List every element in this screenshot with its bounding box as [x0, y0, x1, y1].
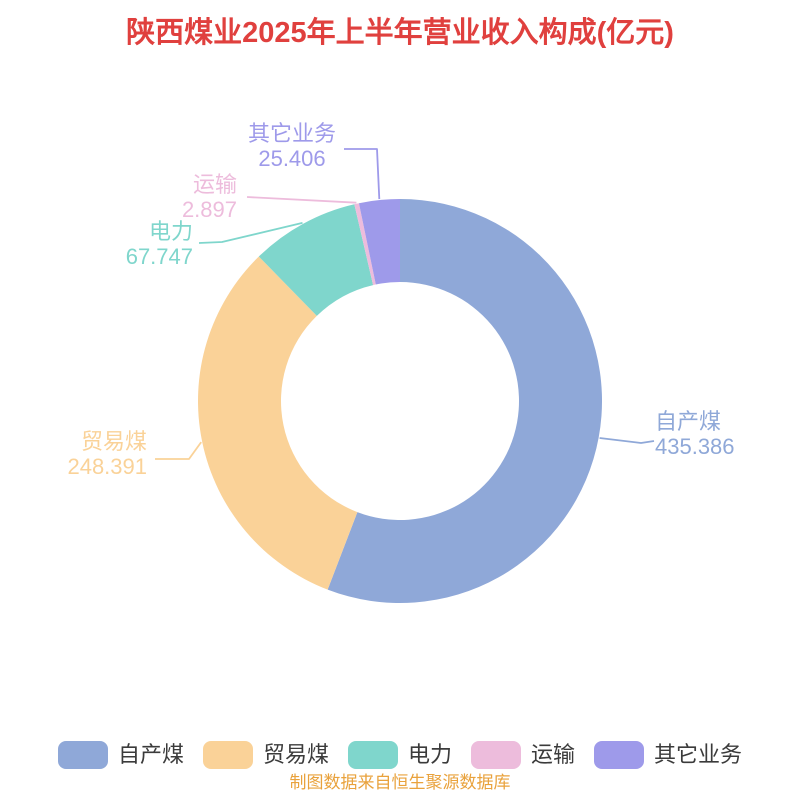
legend-swatch [347, 741, 398, 769]
source-note: 制图数据来自恒生聚源数据库 [289, 773, 511, 792]
legend: 自产煤 贸易煤 电力 运输 其它业务 [0, 741, 800, 769]
chart-title: 陕西煤业2025年上半年营业收入构成(亿元) [126, 17, 674, 49]
legend-swatch [471, 741, 521, 769]
legend-label: 贸易煤 [262, 742, 329, 767]
legend-swatch [202, 741, 253, 769]
legend-swatch [57, 741, 108, 769]
legend-item-electricity[interactable]: 电力 [347, 741, 452, 769]
slice-label-value: 248.391 [67, 454, 147, 479]
slice-label-name: 贸易煤 [80, 429, 147, 454]
slice-label-transport: 运输 2.897 [182, 172, 237, 222]
slice-label-value: 67.747 [125, 244, 193, 269]
legend-label: 运输 [531, 742, 576, 767]
leader-line-other-business [344, 148, 381, 200]
legend-swatch [594, 741, 645, 769]
slice-label-name: 其它业务 [247, 121, 337, 146]
leader-line-trade-coal [155, 441, 202, 460]
legend-label: 其它业务 [654, 742, 743, 767]
legend-label: 电力 [407, 742, 452, 767]
slice-label-electricity: 电力 67.747 [126, 219, 193, 269]
slice-label-trade-coal: 贸易煤 248.391 [67, 429, 147, 479]
legend-item-trade-coal[interactable]: 贸易煤 [202, 741, 329, 769]
donut-slice-other-business[interactable] [358, 199, 400, 285]
slice-label-name: 运输 [192, 172, 237, 197]
slice-label-value: 2.897 [181, 197, 237, 222]
legend-item-self-produced-coal[interactable]: 自产煤 [57, 741, 184, 769]
slice-label-value: 25.406 [258, 146, 326, 171]
donut-slice-transport[interactable] [354, 203, 376, 286]
legend-label: 自产煤 [117, 742, 184, 767]
slice-label-other-business: 其它业务 25.406 [248, 121, 336, 171]
legend-item-other-business[interactable]: 其它业务 [594, 741, 742, 769]
slice-label-name: 电力 [148, 219, 193, 244]
donut-slice-self-produced-coal[interactable] [327, 199, 603, 603]
leader-line-transport [246, 196, 357, 204]
donut-slice-electricity[interactable] [258, 204, 374, 316]
leader-line-electricity [198, 222, 303, 244]
slice-label-name: 自产煤 [655, 409, 722, 434]
slice-label-self-produced-coal: 自产煤 435.386 [655, 409, 735, 459]
legend-item-transport[interactable]: 运输 [471, 741, 575, 769]
slice-label-value: 435.386 [655, 434, 735, 459]
leader-line-self-produced-coal [599, 437, 655, 444]
donut-slice-trade-coal[interactable] [198, 256, 358, 590]
